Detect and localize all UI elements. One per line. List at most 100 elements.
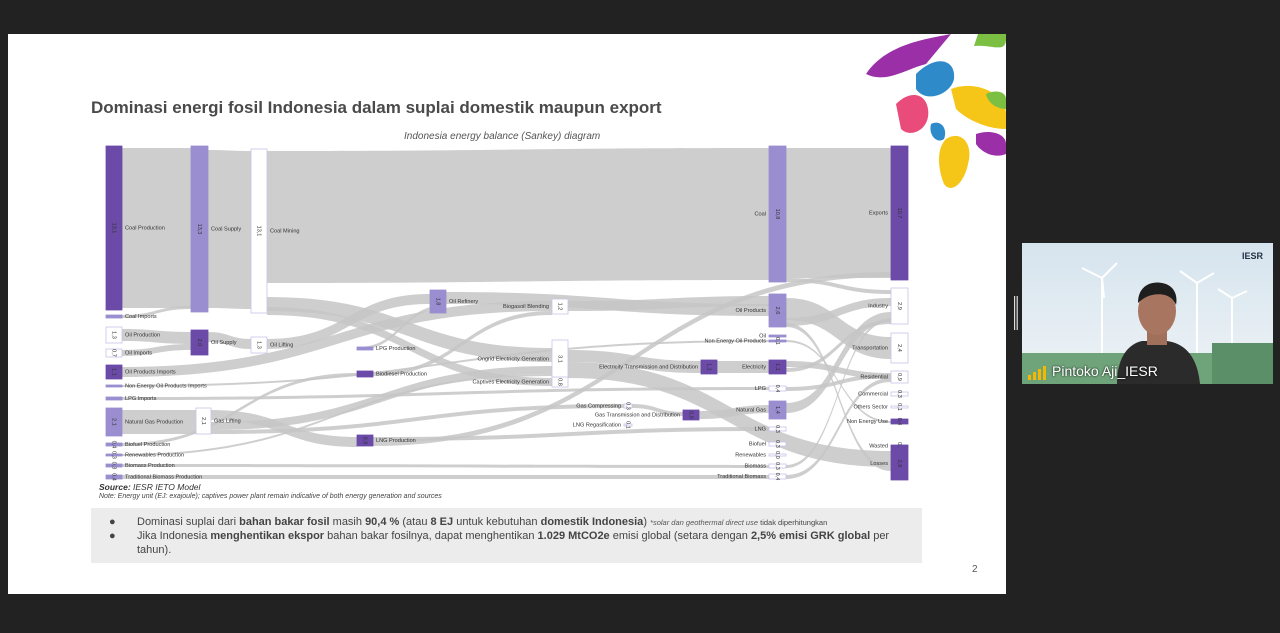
sankey-node-value: 0,3 xyxy=(774,425,780,433)
source-text: IESR IETO Model xyxy=(133,482,201,492)
sankey-flow xyxy=(211,366,552,430)
sankey-flow xyxy=(122,410,196,434)
sankey-node-non-energy-use xyxy=(890,418,909,425)
sankey-diagram: 13,1 Coal Production Coal Imports 1,3 Oil Pr… xyxy=(105,145,909,481)
sankey-flow xyxy=(786,312,891,413)
sankey-flow xyxy=(632,404,683,416)
sankey-node-label: Transportation xyxy=(852,345,888,351)
sankey-node-label: LNG Production xyxy=(376,438,416,444)
sankey-node-biomass-production xyxy=(105,463,123,468)
bullet-text: Jika Indonesia menghentikan ekspor bahan… xyxy=(137,530,890,556)
sankey-node-coal xyxy=(768,145,787,283)
sankey-flow xyxy=(122,340,769,387)
sankey-node-label: Residential xyxy=(860,374,888,380)
sankey-flow xyxy=(786,148,891,278)
sankey-flow xyxy=(267,148,769,283)
page-number: 2 xyxy=(972,564,978,575)
sankey-node-label: Oil Production xyxy=(125,332,160,338)
sankey-node-value: 10,7 xyxy=(896,208,902,219)
sankey-node-label: Biofuel xyxy=(749,441,766,447)
sankey-node-value: 1,2 xyxy=(557,303,563,311)
sankey-node-label: Oil xyxy=(759,333,766,339)
sankey-node-label: Biomass xyxy=(745,463,767,469)
sankey-node-losses xyxy=(890,446,909,481)
sankey-node-value: 0,0 xyxy=(774,451,780,459)
sankey-node-oil-products-imports xyxy=(105,364,123,380)
sankey-flow xyxy=(568,362,891,467)
sankey-node-label: Coal xyxy=(754,211,766,217)
panel-resize-handle[interactable] xyxy=(1014,296,1018,330)
sankey-node-oil-supply xyxy=(190,329,209,356)
sankey-node-value: 2,8 xyxy=(896,460,902,468)
sankey-node-oil-refinery xyxy=(429,289,447,314)
sankey-flow xyxy=(122,301,552,377)
bullet-marker: ● xyxy=(109,516,116,528)
participant-name: Pintoko Aji_IESR xyxy=(1052,363,1158,379)
sankey-node-value: 0,9 xyxy=(896,373,902,381)
sankey-node-lpg-imports xyxy=(105,396,123,401)
sankey-node-natural-gas-production xyxy=(105,407,123,437)
sankey-flow xyxy=(357,305,446,350)
sankey-node-label: Renewables Production xyxy=(125,452,184,458)
decorative-logo xyxy=(866,34,1006,188)
sankey-node-value: 0,9 xyxy=(688,411,694,419)
sankey-node-biodiesel-production xyxy=(356,370,374,378)
sankey-node-label: Oil Refinery xyxy=(449,299,478,305)
sankey-node-value: 2,1 xyxy=(111,418,117,426)
sankey-node-label: Natural Gas Production xyxy=(125,419,183,425)
sankey-node-value: 2,6 xyxy=(774,307,780,315)
sankey-flow xyxy=(211,410,357,447)
sankey-node-value: 0,3 xyxy=(111,451,117,459)
sankey-node-oil xyxy=(768,334,787,338)
sankey-flow xyxy=(786,320,891,372)
sankey-node-label: Oil Products xyxy=(736,308,767,314)
sankey-node-biofuel xyxy=(768,441,787,447)
sankey-node-gas-transmission-and-distribution xyxy=(682,409,700,421)
sankey-node-value: 0,4 xyxy=(774,385,780,393)
sankey-node-value: 0,8 xyxy=(557,378,563,386)
sankey-flow xyxy=(568,350,701,373)
summary-bullets: ● Dominasi suplai dari bahan bakar fosil… xyxy=(91,508,922,563)
signal-strength-icon xyxy=(1028,366,1046,380)
sankey-flow xyxy=(122,475,769,479)
sankey-node-label: Captives Electricity Generation xyxy=(473,379,549,385)
sankey-node-label: Natural Gas xyxy=(736,407,766,413)
chart-note: Note: Energy unit (EJ: exajoule); captiv… xyxy=(99,493,442,500)
sankey-node-label: Non Energy Oil Products xyxy=(704,338,766,344)
sankey-node-commercial xyxy=(890,391,909,397)
sankey-node-value: 1,1 xyxy=(774,363,780,371)
sankey-node-label: Non Energy Oil Products Imports xyxy=(125,383,207,389)
sankey-node-traditional-biomass-production xyxy=(105,474,123,480)
sankey-node-label: Industry xyxy=(868,303,888,309)
sankey-node-oil-lifting xyxy=(250,336,268,354)
sankey-node-label: Non Energy Use xyxy=(847,419,888,425)
sankey-node-value: 0,3 xyxy=(625,402,631,410)
sankey-node-label: Ongrid Electricity Generation xyxy=(477,356,549,362)
sankey-node-oil-imports xyxy=(105,348,123,358)
sankey-node-label: Biogasoil Blending xyxy=(503,304,549,310)
sankey-node-value: 2,4 xyxy=(896,344,902,352)
sankey-node-lpg-production xyxy=(356,346,374,351)
sankey-flow xyxy=(122,344,191,356)
sankey-node-coal-production xyxy=(105,145,123,311)
sankey-node-lpg xyxy=(768,385,787,392)
sankey-node-label: LPG Production xyxy=(376,346,416,352)
sankey-node-label: Exports xyxy=(869,210,888,216)
participant-video-tile[interactable]: IESR Pintoko Aji_IESR xyxy=(1022,243,1273,384)
sankey-node-value: 2,9 xyxy=(896,302,902,310)
sankey-flow xyxy=(122,148,191,308)
sankey-node-oil-production xyxy=(105,326,123,344)
video-feed xyxy=(1022,243,1273,384)
sankey-node-electricity-transmission-and-distribution xyxy=(700,359,718,375)
sankey-flow xyxy=(122,329,191,344)
sankey-node-label: Traditional Biomass Production xyxy=(125,474,202,480)
sankey-node-label: Losses xyxy=(870,461,888,467)
sankey-flow xyxy=(786,298,891,359)
sankey-node-label: Wasted xyxy=(869,443,888,449)
sankey-node-label: LPG Imports xyxy=(125,396,157,402)
sankey-node-transportation xyxy=(890,332,909,364)
sankey-flow xyxy=(208,150,251,309)
sankey-flow xyxy=(786,340,891,423)
sankey-flow xyxy=(267,307,552,386)
sankey-node-value: 0,3 xyxy=(111,462,117,470)
